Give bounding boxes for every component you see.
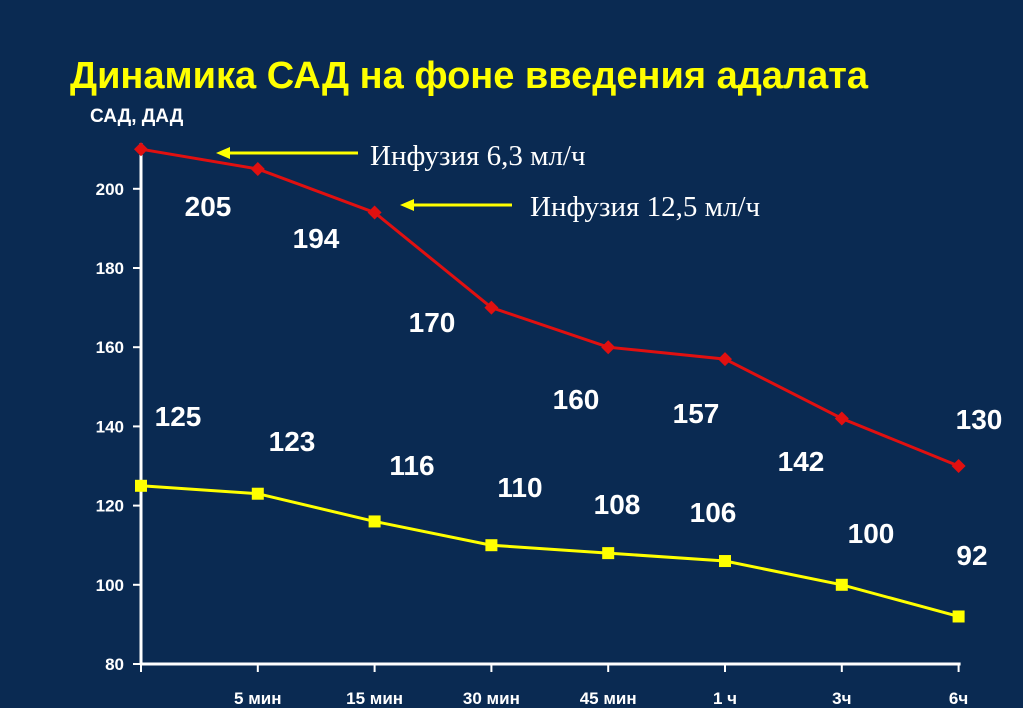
data-label: 194 xyxy=(293,223,340,254)
series-line xyxy=(140,147,960,468)
data-label: 130 xyxy=(956,404,1003,435)
data-label: 157 xyxy=(673,398,720,429)
series-point-diamond xyxy=(718,352,732,367)
data-label: 106 xyxy=(690,497,737,528)
series-point-diamond xyxy=(834,411,849,426)
y-tick-label: 160 xyxy=(96,338,124,357)
y-tick-label: 120 xyxy=(96,497,124,516)
data-label: 142 xyxy=(778,446,825,477)
x-tick-label: 3ч xyxy=(832,689,851,708)
data-label: 123 xyxy=(269,426,316,457)
series-point-square xyxy=(485,539,498,552)
y-tick-label: 100 xyxy=(96,576,124,595)
x-tick-label: 45 мин xyxy=(580,689,637,708)
annotation-arrow-head xyxy=(216,147,230,159)
y-axis-label: САД, ДАД xyxy=(90,106,184,127)
x-tick-label: 1 ч xyxy=(713,689,737,708)
series-point-diamond xyxy=(367,205,382,220)
y-tick-label: 140 xyxy=(96,417,124,436)
series-point-square xyxy=(602,547,615,560)
data-label: 125 xyxy=(155,401,202,432)
series-point-square xyxy=(251,487,264,500)
series-point-diamond xyxy=(951,459,966,473)
annotation-text: Инфузия 6,3 мл/ч xyxy=(370,140,586,172)
y-tick-label: 200 xyxy=(96,180,124,199)
series-point-square xyxy=(952,610,965,623)
data-label: 92 xyxy=(956,540,987,571)
y-tick-label: 180 xyxy=(96,259,124,278)
annotation-text: Инфузия 12,5 мл/ч xyxy=(530,191,760,223)
series-point-diamond xyxy=(250,162,265,176)
series-point-square xyxy=(368,515,381,528)
data-label: 160 xyxy=(553,384,600,415)
data-label: 205 xyxy=(185,191,232,222)
series-line xyxy=(140,484,959,618)
series-point-diamond xyxy=(601,340,616,355)
data-label: 108 xyxy=(594,489,641,520)
series-point-square xyxy=(135,479,147,492)
x-tick-label: 5 мин xyxy=(234,689,281,708)
x-tick-label: 15 мин xyxy=(346,689,403,708)
chart-title: Динамика САД на фоне введения адалата xyxy=(70,55,868,97)
series-point-diamond xyxy=(134,142,148,157)
y-tick-label: 80 xyxy=(105,655,124,674)
data-label: 110 xyxy=(497,472,542,503)
series-point-square xyxy=(719,555,731,568)
series-point-square xyxy=(835,578,848,591)
annotation-arrow-head xyxy=(400,199,414,211)
series-point-diamond xyxy=(484,300,499,315)
data-label: 100 xyxy=(848,518,895,549)
x-tick-label: 6ч xyxy=(949,689,968,708)
data-label: 116 xyxy=(389,450,434,481)
x-tick-label: 30 мин xyxy=(463,689,520,708)
data-label: 170 xyxy=(409,307,456,338)
